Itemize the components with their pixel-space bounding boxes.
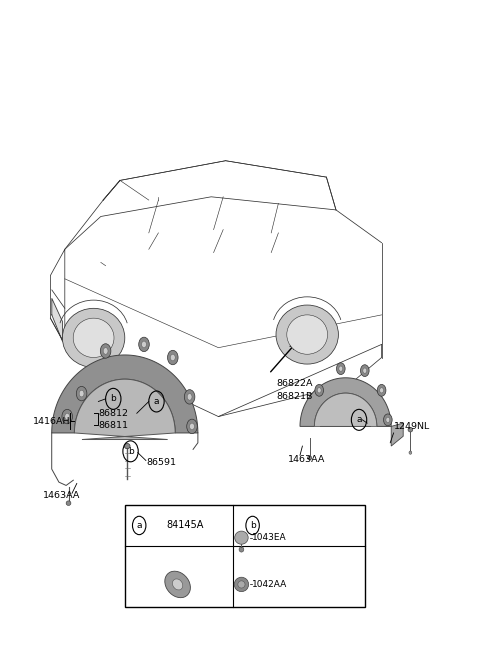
- Circle shape: [317, 388, 321, 393]
- Text: a: a: [154, 397, 159, 406]
- Polygon shape: [74, 379, 175, 440]
- Text: 86821B: 86821B: [276, 392, 312, 401]
- Polygon shape: [391, 423, 403, 446]
- Ellipse shape: [124, 443, 130, 449]
- Ellipse shape: [66, 501, 71, 505]
- Ellipse shape: [73, 318, 114, 358]
- Bar: [125, 505, 365, 607]
- Ellipse shape: [62, 308, 125, 367]
- Circle shape: [315, 384, 324, 396]
- Text: 86811: 86811: [98, 420, 128, 430]
- Polygon shape: [52, 298, 62, 341]
- Circle shape: [103, 348, 108, 354]
- Circle shape: [187, 394, 192, 400]
- Circle shape: [386, 417, 390, 422]
- Ellipse shape: [165, 571, 191, 598]
- Text: 86822A: 86822A: [276, 379, 312, 388]
- Circle shape: [384, 414, 392, 426]
- Circle shape: [139, 337, 149, 352]
- Text: b: b: [128, 447, 133, 456]
- Text: 1249NL: 1249NL: [394, 422, 430, 431]
- Circle shape: [187, 419, 197, 434]
- Text: 86812: 86812: [98, 409, 128, 418]
- Ellipse shape: [235, 531, 248, 544]
- Circle shape: [168, 350, 178, 365]
- Polygon shape: [52, 355, 198, 433]
- Circle shape: [377, 384, 386, 396]
- Text: 1042AA: 1042AA: [252, 580, 287, 589]
- Text: 1043EA: 1043EA: [252, 533, 287, 542]
- Text: 86591: 86591: [146, 458, 177, 467]
- Text: 84145A: 84145A: [166, 520, 204, 531]
- Text: 1416AH: 1416AH: [33, 417, 70, 426]
- Ellipse shape: [408, 428, 413, 432]
- Circle shape: [100, 344, 111, 358]
- Ellipse shape: [234, 577, 249, 592]
- Ellipse shape: [409, 451, 412, 455]
- Circle shape: [142, 341, 146, 348]
- Circle shape: [336, 363, 345, 375]
- Polygon shape: [314, 393, 377, 426]
- Circle shape: [65, 413, 70, 420]
- Circle shape: [380, 388, 384, 393]
- Ellipse shape: [287, 315, 327, 354]
- Text: b: b: [250, 521, 255, 530]
- Text: a: a: [136, 521, 142, 530]
- Circle shape: [79, 390, 84, 397]
- Ellipse shape: [307, 456, 312, 460]
- Circle shape: [190, 423, 194, 430]
- Circle shape: [170, 354, 175, 361]
- Circle shape: [363, 368, 367, 373]
- Circle shape: [62, 409, 72, 424]
- Ellipse shape: [172, 579, 183, 590]
- Ellipse shape: [276, 305, 338, 364]
- Ellipse shape: [239, 547, 244, 552]
- Text: a: a: [356, 415, 362, 424]
- Text: 1463AA: 1463AA: [288, 455, 325, 464]
- Circle shape: [76, 386, 87, 401]
- Circle shape: [184, 390, 195, 404]
- Circle shape: [339, 366, 343, 371]
- Text: b: b: [110, 394, 116, 403]
- Text: 1463AA: 1463AA: [43, 491, 81, 500]
- Ellipse shape: [238, 581, 245, 588]
- Polygon shape: [300, 378, 391, 426]
- Circle shape: [360, 365, 369, 377]
